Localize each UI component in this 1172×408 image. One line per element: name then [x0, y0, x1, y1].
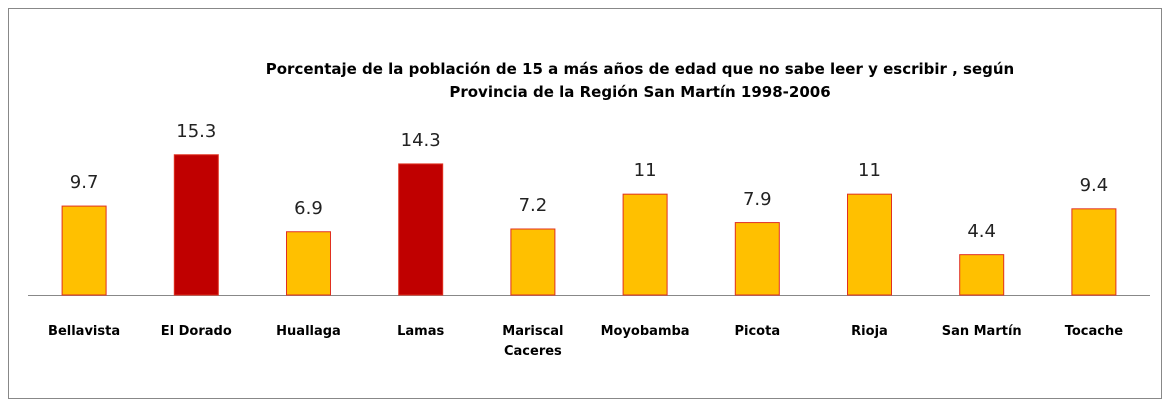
bar: [734, 222, 780, 296]
x-tick-label: Mariscal Caceres: [502, 324, 564, 359]
chart-title: Porcentaje de la población de 15 a más a…: [265, 60, 1015, 101]
data-label: 7.2: [518, 195, 548, 216]
x-tick-label: Picota: [734, 324, 781, 339]
data-label: 11: [633, 160, 657, 182]
chart-frame: [8, 8, 1162, 399]
data-label: 11: [858, 160, 881, 182]
data-label: 14.3: [400, 129, 441, 151]
x-tick-label: El Dorado: [160, 324, 232, 339]
data-label: 4.4: [967, 220, 996, 242]
bar: [173, 154, 219, 296]
x-tick-label: Bellavista: [48, 324, 121, 339]
data-label: 15.3: [176, 120, 217, 142]
x-tick-label: San Martín: [941, 324, 1022, 339]
bar: [1071, 208, 1117, 296]
x-tick-label: Tocache: [1064, 324, 1124, 339]
bar: [286, 231, 331, 296]
data-label: 9.4: [1079, 174, 1109, 196]
data-label: 9.7: [69, 172, 99, 194]
x-tick-label: Moyobamba: [600, 324, 690, 339]
bar: [510, 228, 556, 296]
bar: [622, 193, 668, 296]
x-tick-label: Rioja: [851, 324, 888, 339]
bar: [61, 205, 107, 296]
bar: [398, 163, 444, 296]
x-tick-label: Lamas: [397, 324, 445, 339]
bar: [959, 254, 1005, 296]
data-label: 6.9: [294, 197, 323, 219]
bar: [847, 193, 892, 296]
x-tick-label: Huallaga: [276, 324, 341, 339]
data-label: 7.9: [742, 188, 772, 210]
